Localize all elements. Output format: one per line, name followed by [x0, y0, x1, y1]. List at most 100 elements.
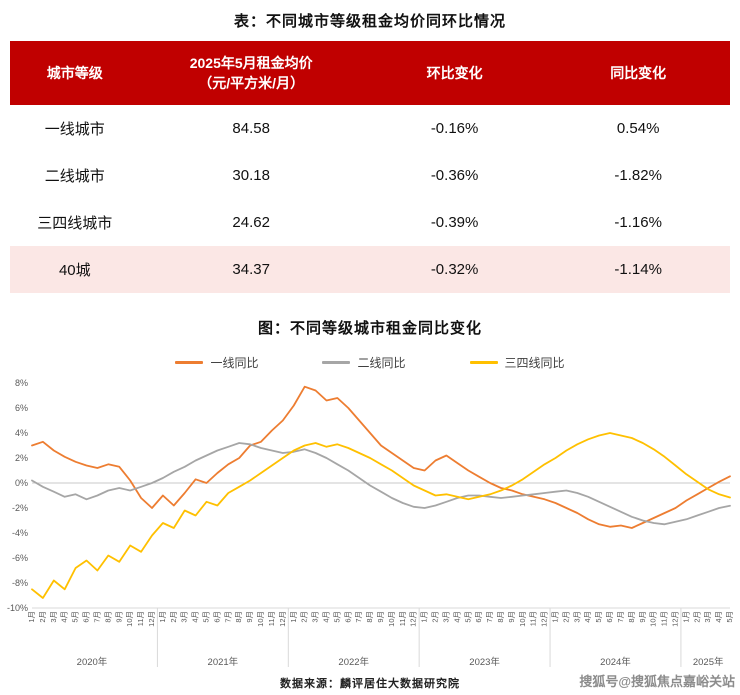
svg-text:10月: 10月: [256, 611, 265, 627]
svg-text:6月: 6月: [474, 611, 483, 623]
svg-text:7月: 7月: [616, 611, 625, 623]
svg-text:11月: 11月: [660, 611, 669, 626]
svg-text:11月: 11月: [398, 611, 407, 626]
svg-text:11月: 11月: [529, 611, 538, 626]
svg-text:7月: 7月: [354, 611, 363, 623]
svg-text:9月: 9月: [114, 611, 123, 623]
svg-text:9月: 9月: [507, 611, 516, 623]
svg-text:7月: 7月: [92, 611, 101, 623]
svg-text:3月: 3月: [311, 611, 320, 623]
svg-text:9月: 9月: [245, 611, 254, 623]
svg-text:12月: 12月: [540, 611, 549, 627]
cell-mom: -0.39%: [362, 199, 547, 246]
col-header-city-tier: 城市等级: [10, 41, 140, 105]
svg-text:3月: 3月: [572, 611, 581, 623]
legend-item-tier2: 二线同比: [322, 354, 406, 371]
svg-text:8%: 8%: [15, 378, 28, 388]
cell-price: 84.58: [139, 105, 363, 152]
tier34-line-swatch: [469, 361, 498, 364]
table-row: 三四线城市 24.62 -0.39% -1.16%: [10, 199, 730, 246]
table-header-row: 城市等级 2025年5月租金均价 （元/平方米/月） 环比变化 同比变化: [10, 41, 730, 105]
svg-text:5月: 5月: [202, 611, 211, 623]
svg-text:8月: 8月: [496, 611, 505, 623]
svg-text:3月: 3月: [441, 611, 450, 623]
svg-text:11月: 11月: [136, 611, 145, 626]
svg-text:2022年: 2022年: [338, 656, 369, 668]
svg-text:0%: 0%: [15, 478, 28, 488]
cell-tier: 40城: [10, 246, 140, 293]
svg-text:1月: 1月: [289, 611, 298, 623]
svg-text:5月: 5月: [725, 611, 734, 623]
cell-yoy: -1.14%: [546, 246, 730, 293]
svg-text:4月: 4月: [191, 611, 200, 623]
cell-tier: 三四线城市: [10, 199, 140, 246]
col-header-yoy-change: 同比变化: [546, 41, 730, 105]
svg-text:6月: 6月: [605, 611, 614, 623]
svg-text:8月: 8月: [365, 611, 374, 623]
svg-text:-2%: -2%: [12, 503, 28, 513]
cell-mom: -0.36%: [362, 152, 547, 199]
col-header-avg-price-line2: （元/平方米/月）: [198, 75, 305, 91]
svg-text:6月: 6月: [82, 611, 91, 623]
legend-item-tier34: 三四线同比: [469, 354, 565, 371]
cell-tier: 一线城市: [10, 105, 140, 152]
yoy-line-chart: 8%6%4%2%0%-2%-4%-6%-8%-10%1月 2月 3月 4月 5月 6月 7月…: [7, 378, 734, 668]
table-title: 表：不同城市等级租金均价同环比情况: [233, 13, 506, 30]
table-row: 一线城市 84.58 -0.16% 0.54%: [10, 105, 730, 152]
table-row-highlight: 40城 34.37 -0.32% -1.14%: [10, 246, 730, 293]
svg-text:6月: 6月: [343, 611, 352, 623]
data-source: 数据来源：麟评居住大数据研究院: [280, 678, 460, 690]
cell-tier: 二线城市: [10, 152, 140, 199]
legend-label: 二线同比: [357, 356, 406, 370]
cell-yoy: -1.16%: [546, 199, 730, 246]
cell-price: 34.37: [139, 246, 363, 293]
chart-legend: 一线同比 二线同比 三四线同比: [0, 354, 740, 371]
svg-text:10月: 10月: [387, 611, 396, 627]
svg-text:2月: 2月: [169, 611, 178, 623]
svg-text:4月: 4月: [583, 611, 592, 623]
legend-label: 一线同比: [210, 356, 259, 370]
svg-text:8月: 8月: [627, 611, 636, 623]
svg-text:-4%: -4%: [12, 528, 28, 538]
svg-text:4月: 4月: [60, 611, 69, 623]
svg-text:2025年: 2025年: [693, 656, 724, 668]
svg-text:4月: 4月: [452, 611, 461, 623]
svg-text:7月: 7月: [485, 611, 494, 623]
tier1-line-swatch: [175, 361, 204, 364]
svg-text:1月: 1月: [551, 611, 560, 623]
cell-yoy: -1.82%: [546, 152, 730, 199]
svg-text:3月: 3月: [180, 611, 189, 623]
svg-text:8月: 8月: [234, 611, 243, 623]
svg-text:4月: 4月: [714, 611, 723, 623]
svg-text:5月: 5月: [594, 611, 603, 623]
svg-text:2月: 2月: [431, 611, 440, 623]
svg-text:5月: 5月: [332, 611, 341, 623]
svg-text:-10%: -10%: [7, 603, 28, 613]
svg-text:12月: 12月: [409, 611, 418, 627]
svg-text:-6%: -6%: [12, 553, 28, 563]
svg-text:3月: 3月: [49, 611, 58, 623]
svg-text:12月: 12月: [147, 611, 156, 627]
cell-mom: -0.32%: [362, 246, 547, 293]
svg-text:1月: 1月: [158, 611, 167, 623]
svg-text:2%: 2%: [15, 453, 28, 463]
cell-yoy: 0.54%: [546, 105, 730, 152]
col-header-avg-price-line1: 2025年5月租金均价: [189, 54, 313, 71]
col-header-avg-price: 2025年5月租金均价 （元/平方米/月）: [139, 41, 363, 105]
svg-text:10月: 10月: [518, 611, 527, 627]
svg-text:7月: 7月: [223, 611, 232, 623]
svg-text:2024年: 2024年: [600, 656, 631, 668]
svg-text:9月: 9月: [638, 611, 647, 623]
svg-text:11月: 11月: [267, 611, 276, 626]
svg-text:1月: 1月: [681, 611, 690, 623]
tier2-line-swatch: [322, 361, 351, 364]
svg-text:10月: 10月: [649, 611, 658, 627]
svg-text:4月: 4月: [321, 611, 330, 623]
svg-text:1月: 1月: [420, 611, 429, 623]
legend-label: 三四线同比: [504, 356, 565, 370]
svg-text:2月: 2月: [300, 611, 309, 623]
svg-text:3月: 3月: [703, 611, 712, 623]
legend-item-tier1: 一线同比: [175, 354, 258, 371]
svg-text:4%: 4%: [15, 428, 28, 438]
